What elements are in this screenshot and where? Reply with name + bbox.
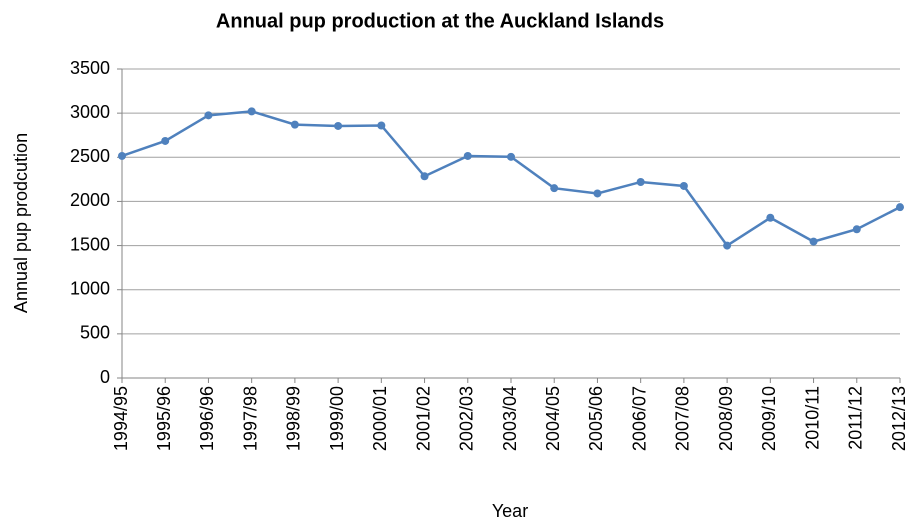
series-line [121, 110, 901, 248]
x-tick-label: 1999/00 [327, 386, 347, 451]
data-point [290, 120, 299, 129]
x-tick-label: 1994/95 [111, 386, 131, 451]
x-tick-label: 2009/10 [759, 386, 779, 451]
data-point [334, 121, 343, 130]
data-point [723, 241, 732, 250]
x-tick-label: 2007/08 [673, 386, 693, 451]
y-tick-label: 1500 [70, 234, 110, 254]
y-tick-label: 500 [80, 323, 110, 343]
x-tick-label: 2011/12 [846, 386, 866, 450]
x-tick-label: 2006/07 [629, 386, 649, 451]
data-point [507, 152, 515, 161]
y-axis-label: Annual pup prodcution [11, 133, 31, 313]
data-point [161, 136, 170, 145]
data-point [852, 225, 861, 234]
data-point [679, 181, 688, 190]
x-tick-label: 2012/13 [889, 386, 909, 451]
y-tick-label: 1000 [70, 278, 110, 298]
x-tick-label: 1998/99 [284, 386, 304, 451]
y-tick-label: 3500 [70, 58, 110, 78]
x-tick-label: 2004/05 [543, 386, 563, 451]
data-point [809, 237, 818, 246]
data-point [247, 107, 256, 116]
x-tick-label: 2010/11 [802, 386, 822, 450]
data-point [766, 213, 775, 222]
x-tick-label: 2000/01 [370, 386, 390, 451]
data-point [593, 189, 602, 198]
x-tick-label: 2002/03 [457, 386, 477, 451]
chart-title: Annual pup production at the Auckland Is… [216, 10, 664, 32]
data-point [550, 184, 559, 193]
x-tick-label: 1995/96 [154, 386, 174, 451]
x-tick-label: 2005/06 [586, 386, 606, 451]
data-point [896, 203, 904, 212]
x-tick-label: 2001/02 [413, 386, 433, 451]
data-point [377, 121, 386, 130]
data-point [204, 111, 213, 120]
y-tick-label: 0 [100, 367, 110, 387]
x-tick-label: 1997/98 [240, 386, 260, 451]
x-tick-label: 1996/96 [197, 386, 217, 451]
data-point [463, 151, 472, 160]
x-tick-label: 2008/09 [716, 386, 736, 451]
y-tick-label: 2000 [70, 190, 110, 210]
data-point [420, 172, 429, 181]
y-tick-label: 2500 [70, 146, 110, 166]
data-point [636, 178, 645, 187]
data-point [118, 151, 126, 160]
x-tick-label: 2003/04 [500, 386, 520, 451]
x-axis-label: Year [492, 501, 528, 521]
y-tick-label: 3000 [70, 102, 110, 122]
